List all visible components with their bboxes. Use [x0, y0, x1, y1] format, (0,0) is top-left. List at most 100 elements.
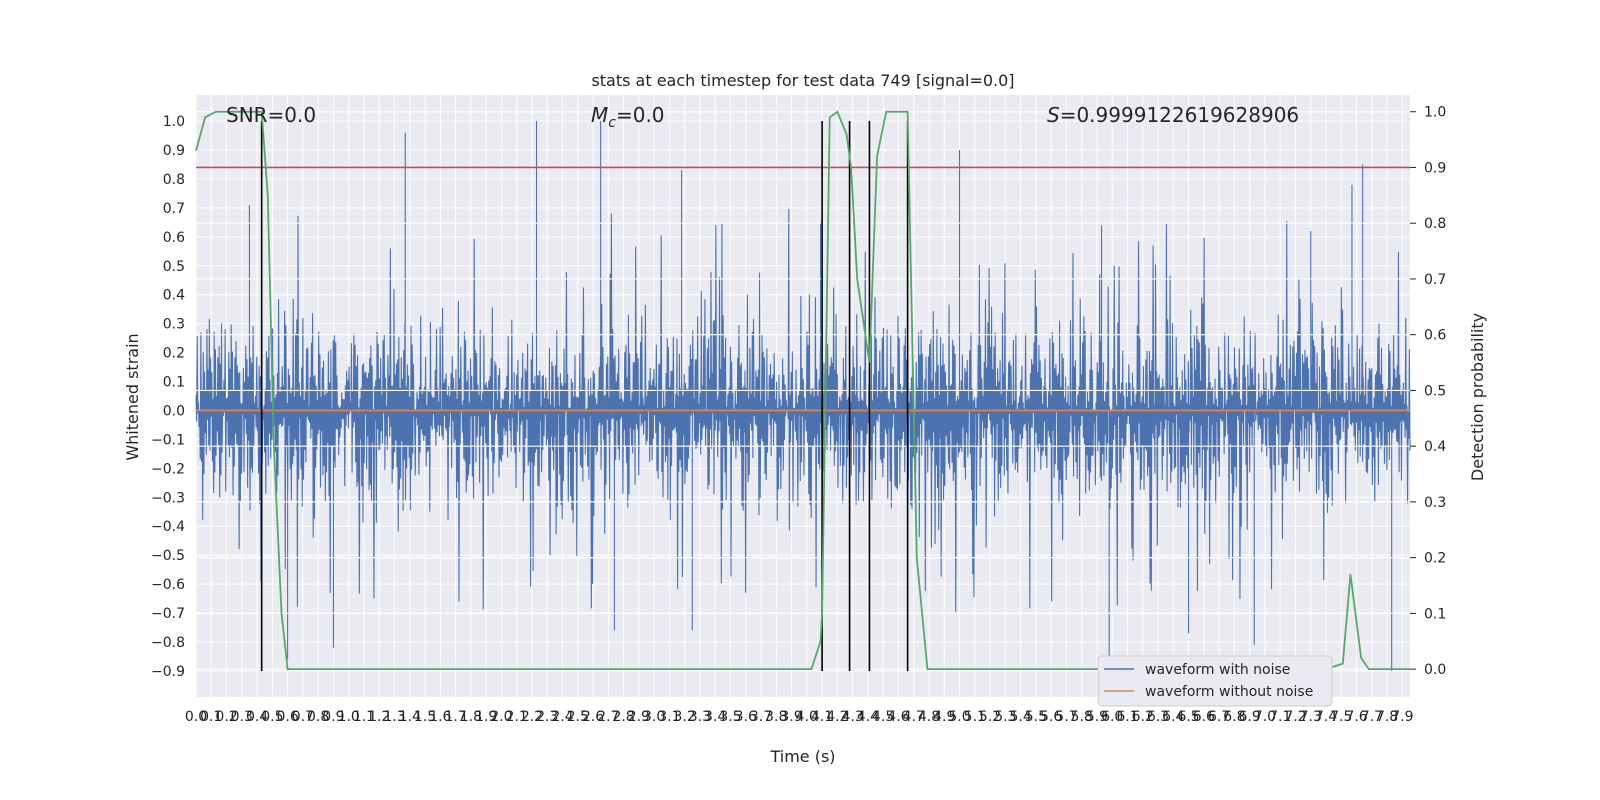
left-y-tick-label: 0.6 [163, 230, 185, 246]
plot-area: 0.00.10.20.30.40.50.60.70.80.91.01.11.21… [151, 95, 1446, 725]
left-y-tick-label: 0.1 [163, 375, 185, 391]
x-tick-label: 3.5 [719, 709, 741, 725]
x-tick-label: 0.9 [322, 709, 344, 725]
x-tick-label: 1.9 [475, 709, 497, 725]
x-tick-label: 6.2 [1132, 709, 1154, 725]
x-tick-label: 6.4 [1162, 709, 1184, 725]
x-tick-label: 4.3 [841, 709, 863, 725]
left-y-axis-label: Whitened strain [123, 333, 142, 460]
x-tick-label: 4.9 [933, 709, 955, 725]
x-tick-label: 0.7 [292, 709, 314, 725]
mc-annotation: Mc=0.0 [591, 103, 665, 131]
x-tick-label: 1.5 [414, 709, 436, 725]
right-y-tick-label: 0.0 [1424, 662, 1446, 678]
left-y-tick-label: 0.5 [163, 259, 185, 275]
x-tick-label: 2.1 [506, 709, 528, 725]
mc-symbol: M [591, 103, 608, 127]
x-tick-label: 2.6 [582, 709, 604, 725]
legend-label-clean: waveform without noise [1145, 684, 1313, 700]
x-tick-label: 1.6 [429, 709, 451, 725]
mc-subscript: c [608, 115, 616, 131]
series-waveform-with-noise [195, 121, 1411, 671]
x-tick-label: 3.1 [658, 709, 680, 725]
x-tick-label: 6.9 [1239, 709, 1261, 725]
legend-box [1097, 655, 1333, 707]
x-tick-label: 2.2 [521, 709, 543, 725]
x-tick-label: 5.8 [1071, 709, 1093, 725]
x-tick-label: 5.0 [948, 709, 970, 725]
left-y-tick-labels: −0.9 −0.8 −0.7 −0.6 −0.5 −0.4 −0.3 −0.2 −0.1 0.0 0… [151, 114, 185, 680]
left-y-tick-label: −0.7 [151, 606, 185, 622]
x-tick-label: 5.2 [979, 709, 1001, 725]
right-y-tick-label: 0.5 [1424, 383, 1446, 399]
legend-label-noise: waveform with noise [1145, 662, 1290, 678]
x-tick-label: 0.0 [185, 709, 207, 725]
mc-value: =0.0 [616, 103, 665, 127]
x-tick-label: 3.8 [765, 709, 787, 725]
x-tick-label: 7.4 [1315, 709, 1337, 725]
x-tick-label: 1.3 [383, 709, 405, 725]
x-tick-label: 5.7 [1055, 709, 1077, 725]
left-y-tick-label: −0.1 [151, 432, 185, 448]
x-tick-label: 1.7 [444, 709, 466, 725]
snr-annotation: SNR=0.0 [226, 103, 316, 127]
s-symbol: S [1047, 103, 1060, 127]
x-tick-label: 6.5 [1177, 709, 1199, 725]
x-tick-label: 0.6 [276, 709, 298, 725]
x-tick-label: 2.7 [597, 709, 619, 725]
right-y-tick-labels: 0.0 0.1 0.2 0.3 0.4 0.5 0.6 0.7 0.8 0.9 1.0 [1410, 105, 1446, 678]
right-y-tick-label: 0.6 [1424, 328, 1446, 344]
x-tick-label: 1.0 [338, 709, 360, 725]
x-tick-label: 7.1 [1269, 709, 1291, 725]
right-y-tick-label: 0.1 [1424, 606, 1446, 622]
x-tick-label: 3.0 [643, 709, 665, 725]
x-tick-label: 3.7 [750, 709, 772, 725]
s-value: =0.9999122619628906 [1060, 103, 1299, 127]
x-tick-label: 0.1 [200, 709, 222, 725]
left-y-tick-label: −0.3 [151, 490, 185, 506]
x-tick-label: 0.2 [215, 709, 237, 725]
x-tick-label: 3.9 [780, 709, 802, 725]
x-tick-label: 6.1 [1116, 709, 1138, 725]
x-tick-label: 3.4 [704, 709, 726, 725]
left-y-tick-label: −0.8 [151, 635, 185, 651]
x-tick-label: 5.3 [994, 709, 1016, 725]
x-tick-label: 1.8 [460, 709, 482, 725]
right-y-axis-label: Detection probability [1468, 313, 1487, 481]
left-y-tick-label: 0.7 [163, 201, 185, 217]
x-tick-label: 7.2 [1284, 709, 1306, 725]
x-tick-label: 5.9 [1086, 709, 1108, 725]
x-tick-label: 7.0 [1254, 709, 1276, 725]
x-tick-label: 2.8 [612, 709, 634, 725]
right-y-tick-label: 0.9 [1424, 160, 1446, 176]
x-tick-label: 0.4 [246, 709, 268, 725]
left-y-tick-label: 0.0 [163, 403, 185, 419]
x-tick-label: 1.4 [399, 709, 421, 725]
x-tick-label: 4.7 [903, 709, 925, 725]
x-tick-label: 0.8 [307, 709, 329, 725]
x-tick-label: 5.5 [1025, 709, 1047, 725]
x-tick-label: 4.2 [826, 709, 848, 725]
right-y-tick-label: 0.8 [1424, 216, 1446, 232]
x-tick-label: 1.2 [368, 709, 390, 725]
x-tick-label: 2.3 [536, 709, 558, 725]
left-y-tick-label: −0.2 [151, 461, 185, 477]
x-tick-labels: 0.00.10.20.30.40.50.60.70.80.91.01.11.21… [185, 709, 1414, 725]
right-y-tick-label: 0.2 [1424, 551, 1446, 567]
x-tick-label: 4.0 [796, 709, 818, 725]
x-tick-label: 3.6 [735, 709, 757, 725]
x-tick-label: 4.5 [872, 709, 894, 725]
right-y-tick-label: 0.4 [1424, 439, 1446, 455]
x-tick-label: 5.1 [964, 709, 986, 725]
x-tick-label: 4.8 [918, 709, 940, 725]
x-tick-label: 7.7 [1361, 709, 1383, 725]
x-tick-label: 6.3 [1147, 709, 1169, 725]
left-y-tick-label: 0.4 [163, 288, 185, 304]
x-tick-label: 7.3 [1300, 709, 1322, 725]
x-tick-label: 2.0 [490, 709, 512, 725]
x-tick-label: 4.1 [811, 709, 833, 725]
left-y-tick-label: 0.9 [163, 143, 185, 159]
x-tick-label: 7.8 [1376, 709, 1398, 725]
x-tick-label: 7.6 [1345, 709, 1367, 725]
